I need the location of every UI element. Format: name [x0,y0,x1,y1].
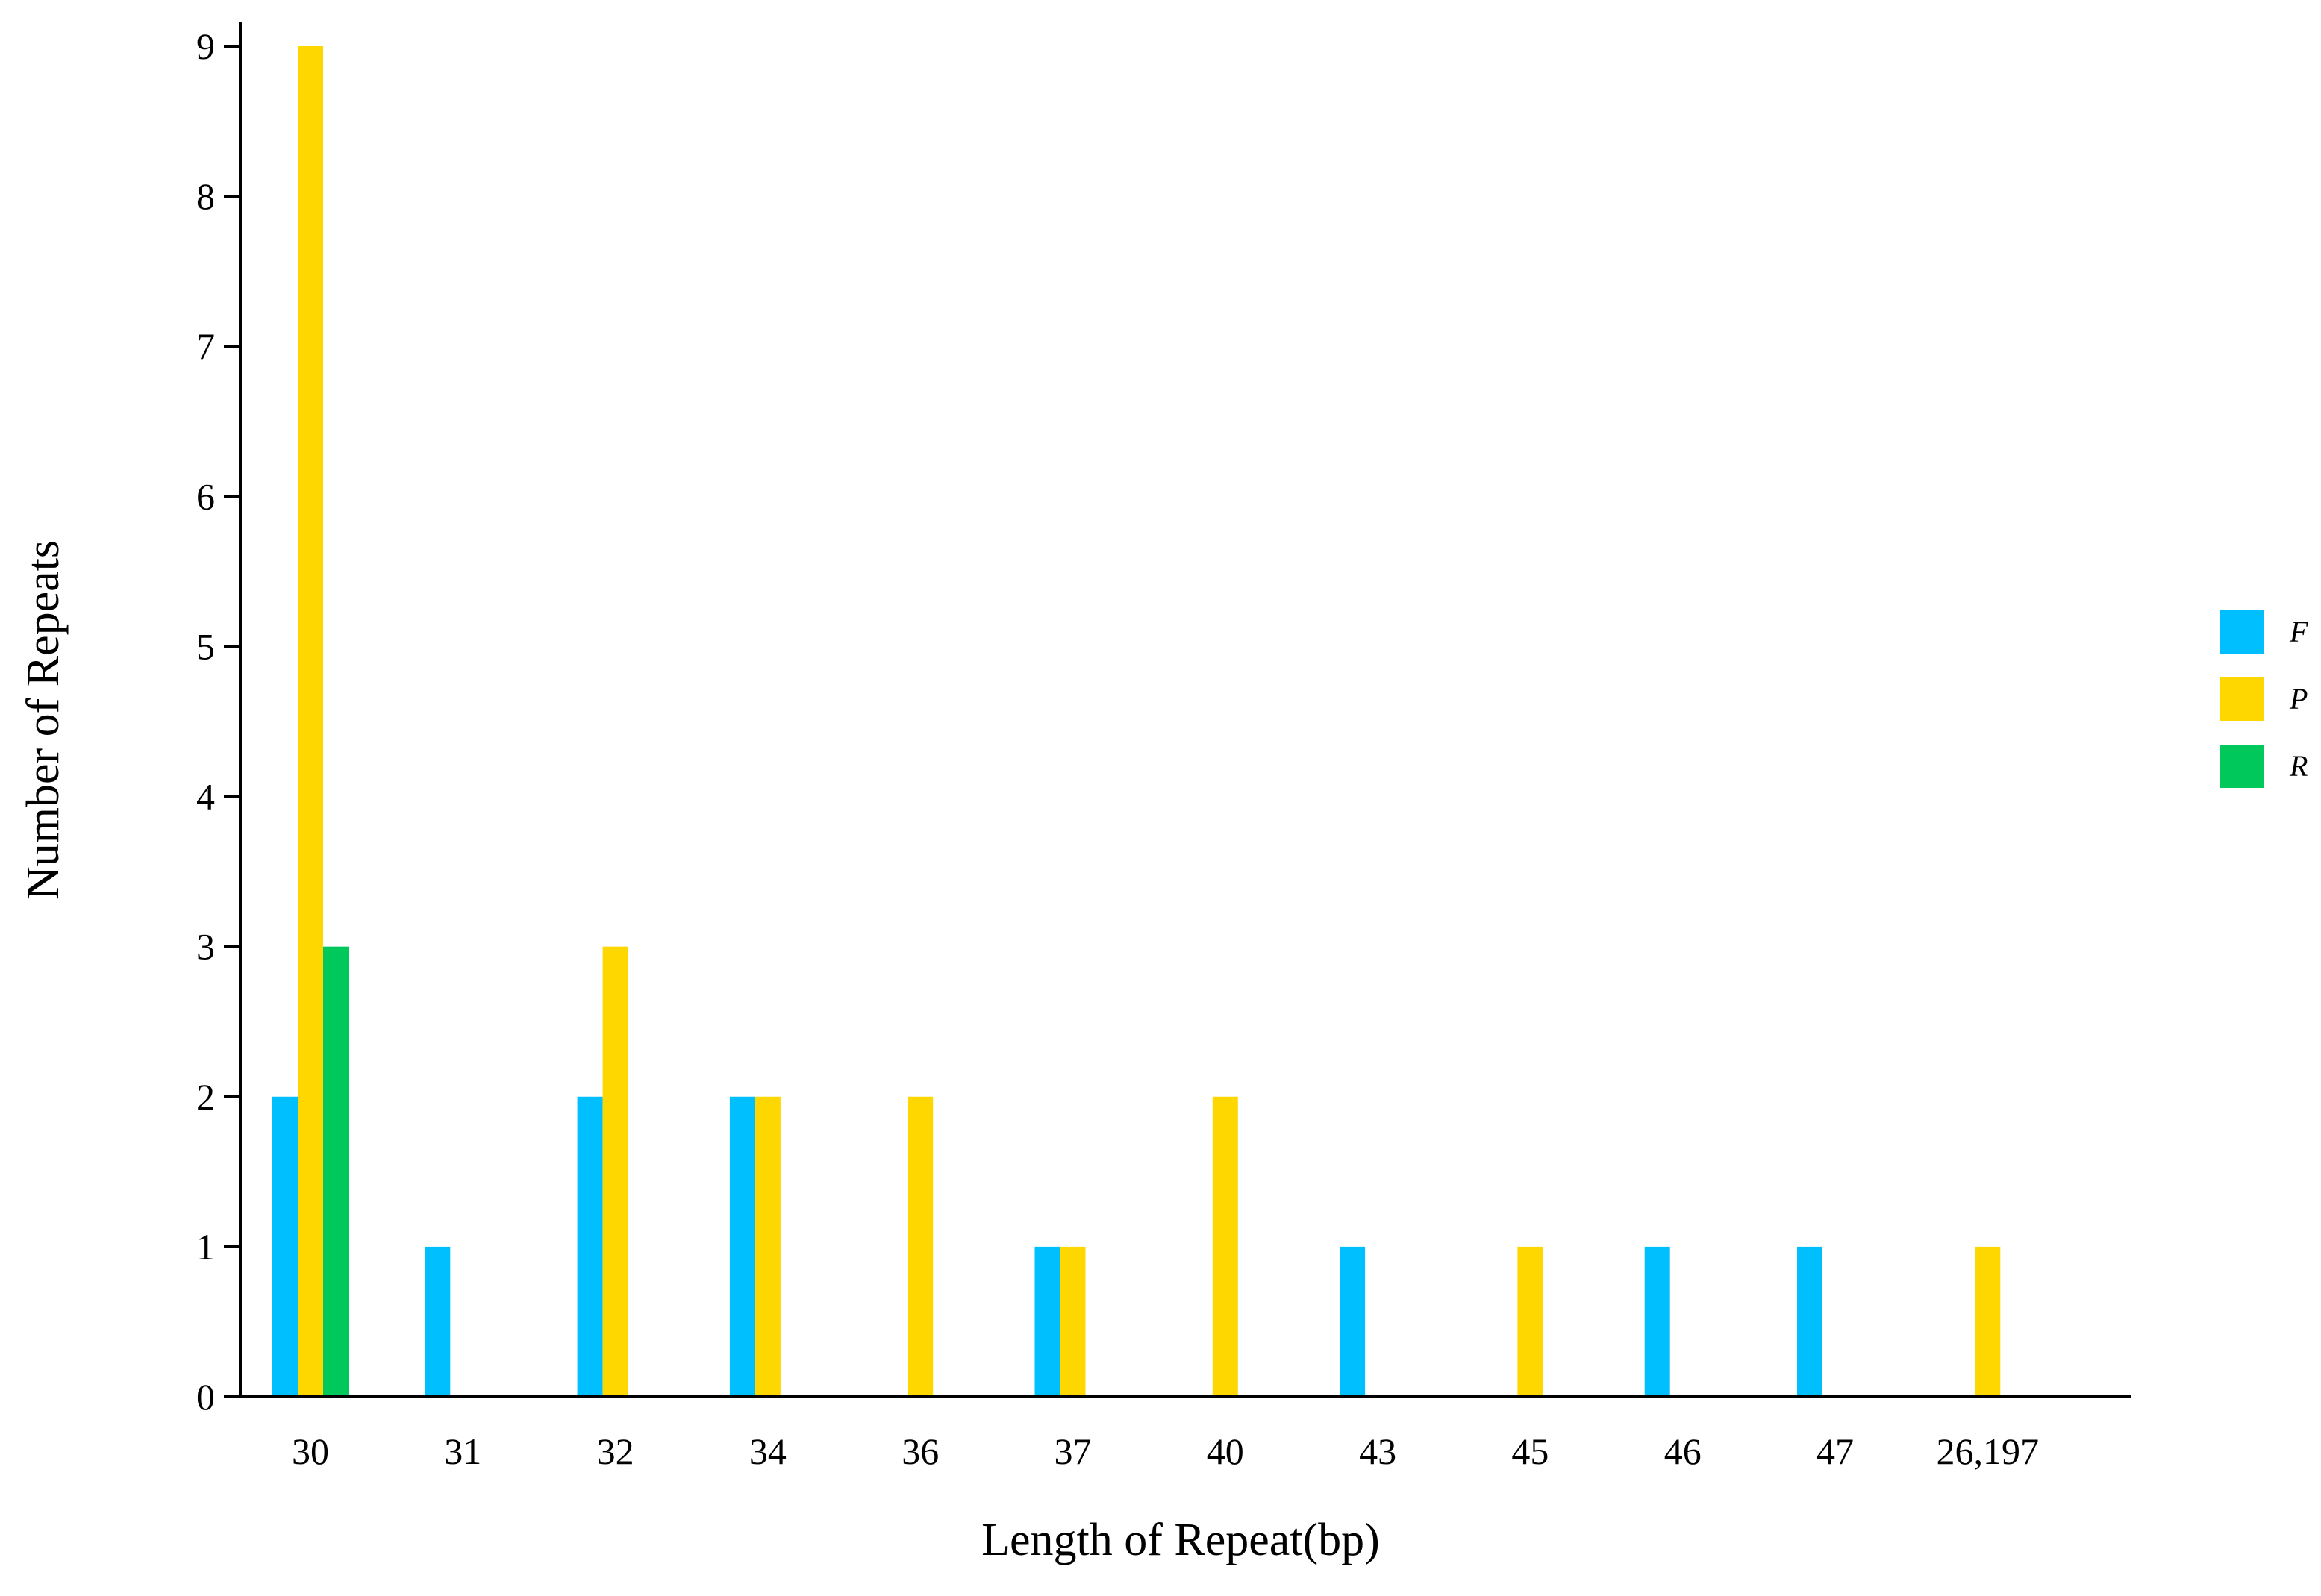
legend-swatch-P [2220,677,2264,721]
y-tick-label: 9 [196,25,215,67]
x-axis: 30 31 32 34 36 37 40 43 45 46 47 26,197 [240,1395,2131,1472]
bar-P-37 [1060,1246,1086,1397]
bar-F-37 [1034,1246,1060,1397]
bar-P-34 [755,1096,781,1397]
bar-F-34 [729,1096,755,1397]
y-tick-label: 1 [196,1226,215,1268]
x-tick-label: 34 [749,1430,787,1472]
y-tick-label: 6 [196,475,215,517]
x-tick-label: 30 [292,1430,329,1472]
x-tick-label: 26,197 [1937,1430,2040,1472]
x-axis-title: Length of Repeat(bp) [981,1515,1380,1565]
legend-swatch-F [2220,610,2264,654]
x-tick-label: 47 [1816,1430,1854,1472]
legend-swatch-R [2220,745,2264,788]
y-tick-label: 0 [196,1376,215,1418]
legend: F PR [2220,610,2308,788]
bar-P-30 [298,46,323,1397]
bar-F-43 [1340,1246,1366,1397]
bar-P-36 [908,1096,934,1397]
legend-label-R: R [2289,749,2308,783]
legend-label-F: F [2289,615,2308,648]
y-axis-title: Number of Repeats [18,540,69,900]
x-tick-label: 37 [1055,1430,1092,1472]
y-tick-label: 5 [196,625,215,667]
bar-R-30 [323,946,349,1397]
bar-F-47 [1797,1246,1822,1397]
x-tick-label: 45 [1511,1430,1549,1472]
y-tick-label: 2 [196,1076,215,1118]
y-tick-label: 8 [196,175,215,217]
bar-F-46 [1644,1246,1670,1397]
bars-group [272,46,2001,1397]
y-axis: 0 1 2 3 4 5 6 7 8 9 [196,22,242,1418]
y-tick-label: 7 [196,325,215,367]
bar-P-26,197 [1975,1246,2001,1397]
x-tick-label: 31 [444,1430,481,1472]
y-tick-label: 4 [196,776,215,818]
bar-F-30 [272,1096,298,1397]
x-tick-label: 32 [597,1430,634,1472]
x-tick-label: 40 [1207,1430,1244,1472]
y-tick-label: 3 [196,926,215,968]
bar-F-31 [425,1246,451,1397]
x-tick-label: 46 [1664,1430,1702,1472]
x-tick-label: 36 [902,1430,939,1472]
legend-label-P: P [2289,682,2308,716]
bar-P-32 [602,946,628,1397]
bar-P-45 [1517,1246,1543,1397]
x-tick-label: 43 [1359,1430,1396,1472]
bar-P-40 [1212,1096,1238,1397]
bar-F-32 [577,1096,603,1397]
